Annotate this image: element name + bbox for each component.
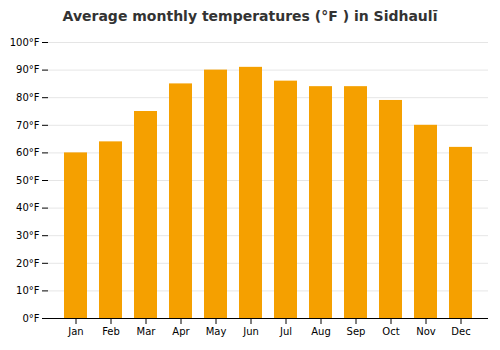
svg-text:30°F: 30°F: [16, 230, 40, 241]
svg-text:60°F: 60°F: [16, 147, 40, 158]
svg-text:May: May: [206, 326, 227, 337]
svg-text:Feb: Feb: [102, 326, 120, 337]
svg-text:50°F: 50°F: [16, 175, 40, 186]
svg-text:0°F: 0°F: [22, 313, 39, 324]
svg-text:Dec: Dec: [451, 326, 470, 337]
svg-text:Jan: Jan: [67, 326, 83, 337]
html-text:Average monthly temperatures (: Average monthly temperatures (°F ) in Si…: [62, 8, 438, 24]
svg-text:Mar: Mar: [137, 326, 157, 337]
svg-text:100°F: 100°F: [10, 37, 40, 48]
svg-text:Oct: Oct: [382, 326, 399, 337]
svg-text:80°F: 80°F: [16, 92, 40, 103]
svg-text:40°F: 40°F: [16, 202, 40, 213]
svg-text:Sep: Sep: [347, 326, 366, 337]
svg-text:Jun: Jun: [242, 326, 259, 337]
svg-text:Aug: Aug: [311, 326, 331, 337]
svg-text:10°F: 10°F: [16, 285, 40, 296]
svg-text:90°F: 90°F: [16, 64, 40, 75]
svg-text:Apr: Apr: [172, 326, 190, 337]
svg-text:20°F: 20°F: [16, 258, 40, 269]
svg-text:Jul: Jul: [279, 326, 292, 337]
svg-text:Nov: Nov: [416, 326, 436, 337]
svg-text:70°F: 70°F: [16, 120, 40, 131]
